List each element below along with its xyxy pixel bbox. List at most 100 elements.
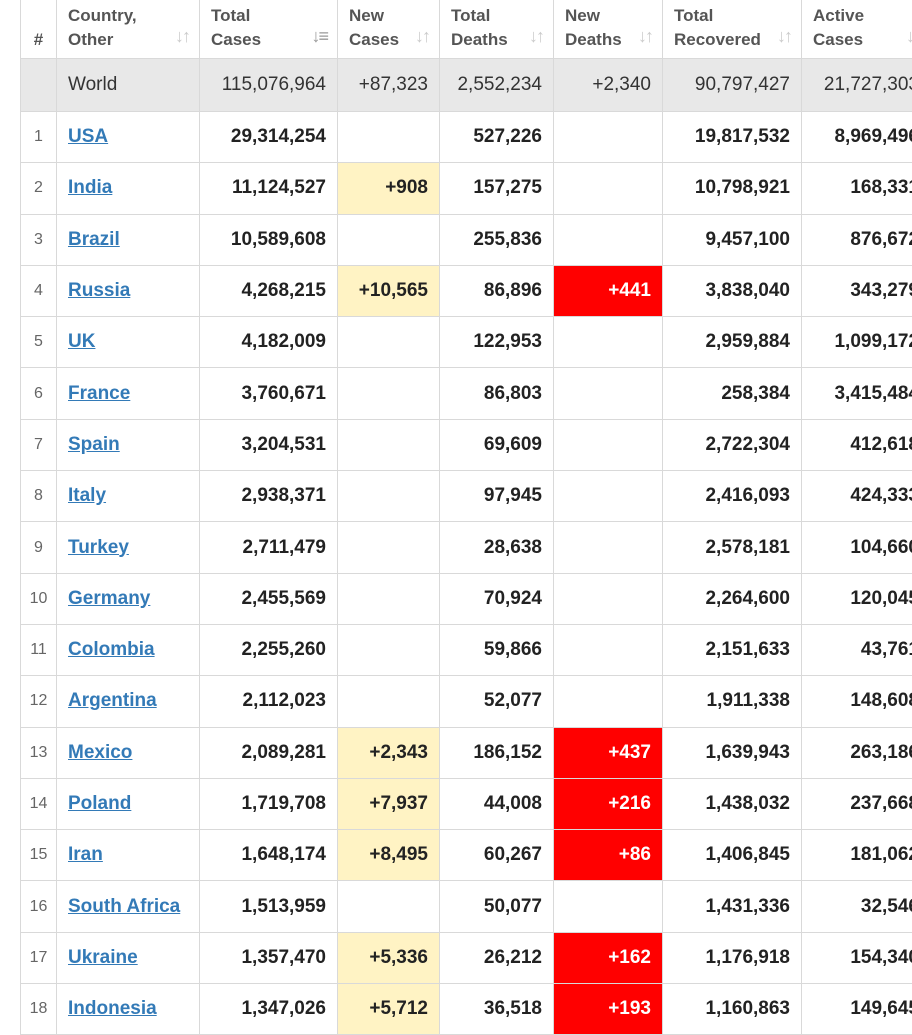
- active-cases-cell: 3,415,484: [802, 368, 912, 419]
- total-deaths-cell: 527,226: [440, 112, 554, 163]
- new-deaths-cell: +86: [554, 830, 663, 881]
- total-deaths-cell: 59,866: [440, 624, 554, 675]
- total-cases-cell: 1,648,174: [200, 830, 338, 881]
- header-total-deaths[interactable]: Total Deaths ↓↑: [440, 0, 554, 59]
- total-deaths-cell: 255,836: [440, 214, 554, 265]
- total-recovered-cell: 2,959,884: [663, 317, 802, 368]
- header-country-line2: Other: [68, 28, 189, 52]
- country-link[interactable]: Ukraine: [68, 947, 138, 968]
- active-cases-cell: 876,672: [802, 214, 912, 265]
- total-recovered-cell: 1,160,863: [663, 984, 802, 1035]
- rank-cell: 5: [21, 317, 57, 368]
- country-cell: Ukraine: [57, 932, 200, 983]
- header-new-deaths[interactable]: New Deaths ↓↑: [554, 0, 663, 59]
- new-cases-cell: +8,495: [338, 830, 440, 881]
- total-cases-cell: 1,719,708: [200, 778, 338, 829]
- total-recovered-cell: 19,817,532: [663, 112, 802, 163]
- total-recovered-cell: 1,431,336: [663, 881, 802, 932]
- new-cases-cell: +5,712: [338, 984, 440, 1035]
- total-cases-cell: 11,124,527: [200, 163, 338, 214]
- header-total-cases-line2: Cases: [211, 28, 327, 52]
- rank-cell: 9: [21, 522, 57, 573]
- active-cases-cell: 43,761: [802, 624, 912, 675]
- rank-cell: 18: [21, 984, 57, 1035]
- new-deaths-cell: +437: [554, 727, 663, 778]
- country-cell: Russia: [57, 265, 200, 316]
- new-deaths-cell: [554, 163, 663, 214]
- country-link[interactable]: Germany: [68, 588, 150, 609]
- sort-arrows-icon[interactable]: ↓↑: [638, 24, 652, 48]
- rank-cell: 7: [21, 419, 57, 470]
- total-cases-cell: 2,112,023: [200, 676, 338, 727]
- rank-cell: 14: [21, 778, 57, 829]
- sort-arrows-icon[interactable]: ↓↑: [777, 24, 791, 48]
- new-deaths-cell: +441: [554, 265, 663, 316]
- sort-arrows-icon[interactable]: ↓↑: [175, 24, 189, 48]
- total-deaths-cell: 28,638: [440, 522, 554, 573]
- header-active-cases-line1: Active: [813, 4, 912, 28]
- total-deaths-cell: 26,212: [440, 932, 554, 983]
- country-link[interactable]: Poland: [68, 793, 131, 814]
- rank-cell: 13: [21, 727, 57, 778]
- country-link[interactable]: South Africa: [68, 896, 180, 917]
- total-cases-cell: 2,711,479: [200, 522, 338, 573]
- country-link[interactable]: Spain: [68, 434, 120, 455]
- country-link[interactable]: Russia: [68, 280, 130, 301]
- country-link[interactable]: Iran: [68, 844, 103, 865]
- total-recovered-cell: 1,639,943: [663, 727, 802, 778]
- country-link[interactable]: Turkey: [68, 537, 129, 558]
- rank-cell: 3: [21, 214, 57, 265]
- header-new-cases[interactable]: New Cases ↓↑: [338, 0, 440, 59]
- total-deaths-cell: 52,077: [440, 676, 554, 727]
- sort-desc-icon[interactable]: ↓≡: [311, 24, 327, 48]
- total-deaths-cell: 86,803: [440, 368, 554, 419]
- header-rank[interactable]: #: [21, 0, 57, 59]
- new-deaths-cell: [554, 676, 663, 727]
- country-link[interactable]: Italy: [68, 485, 106, 506]
- rank-cell: 17: [21, 932, 57, 983]
- country-link[interactable]: Brazil: [68, 229, 120, 250]
- country-cell: South Africa: [57, 881, 200, 932]
- country-link[interactable]: USA: [68, 126, 108, 147]
- country-link[interactable]: Indonesia: [68, 998, 157, 1019]
- total-recovered-cell: 258,384: [663, 368, 802, 419]
- country-link[interactable]: Argentina: [68, 690, 157, 711]
- new-cases-cell: +5,336: [338, 932, 440, 983]
- new-cases-cell: [338, 522, 440, 573]
- header-total-recovered[interactable]: Total Recovered ↓↑: [663, 0, 802, 59]
- total-recovered-cell: 1,911,338: [663, 676, 802, 727]
- header-rank-label: #: [34, 30, 43, 49]
- covid-stats-table: # Country, Other ↓↑ Total Cases ↓≡ New C…: [20, 0, 912, 1035]
- sort-arrows-icon[interactable]: ↓↑: [906, 24, 912, 48]
- rank-cell: 15: [21, 830, 57, 881]
- total-deaths-cell: 157,275: [440, 163, 554, 214]
- sort-arrows-icon[interactable]: ↓↑: [415, 24, 429, 48]
- active-cases-cell: 237,668: [802, 778, 912, 829]
- country-cell: UK: [57, 317, 200, 368]
- header-country[interactable]: Country, Other ↓↑: [57, 0, 200, 59]
- country-link[interactable]: Mexico: [68, 742, 132, 763]
- header-total-cases[interactable]: Total Cases ↓≡: [200, 0, 338, 59]
- sort-arrows-icon[interactable]: ↓↑: [529, 24, 543, 48]
- new-cases-cell: [338, 317, 440, 368]
- total-cases-cell: 2,455,569: [200, 573, 338, 624]
- total-deaths-cell: 50,077: [440, 881, 554, 932]
- header-active-cases[interactable]: Active Cases ↓↑: [802, 0, 912, 59]
- country-link[interactable]: France: [68, 383, 130, 404]
- country-cell: Indonesia: [57, 984, 200, 1035]
- rank-cell: 10: [21, 573, 57, 624]
- new-deaths-cell: [554, 573, 663, 624]
- country-link[interactable]: India: [68, 177, 112, 198]
- country-link[interactable]: UK: [68, 331, 95, 352]
- world-new-deaths: +2,340: [554, 59, 663, 112]
- country-link[interactable]: Colombia: [68, 639, 155, 660]
